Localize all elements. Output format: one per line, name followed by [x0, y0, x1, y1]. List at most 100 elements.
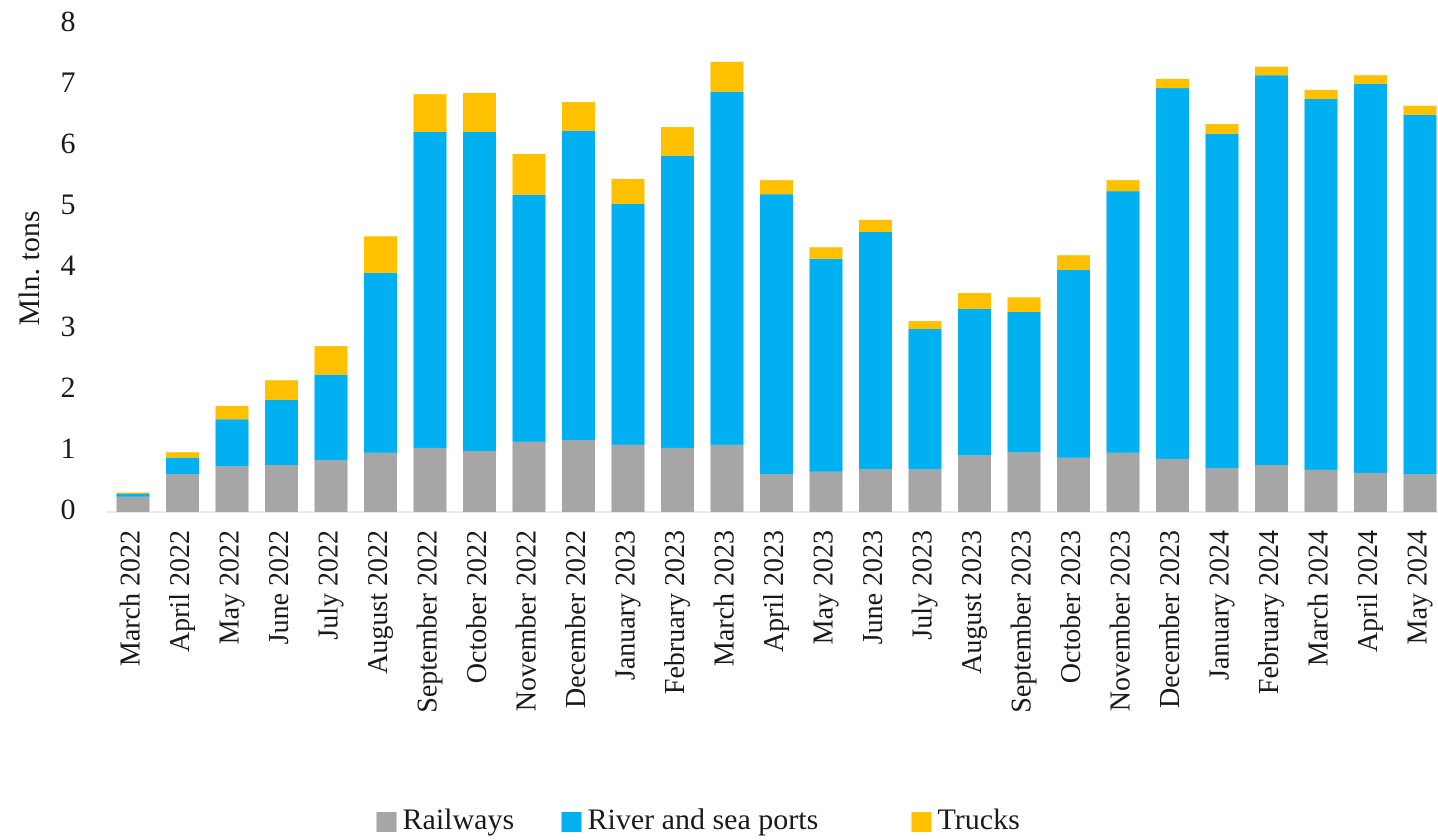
y-tick-label: 0	[61, 493, 76, 526]
y-axis-label: Mln. tons	[13, 210, 46, 325]
bar-segment	[1057, 255, 1090, 270]
bar-segment	[1255, 75, 1288, 466]
bar-segment	[1106, 191, 1140, 453]
bar-segment	[760, 474, 793, 512]
bar-segment	[958, 455, 991, 512]
x-tick-label: November 2022	[511, 530, 542, 711]
bar-segment	[809, 247, 843, 259]
bar-segment	[809, 471, 843, 512]
x-tick-label: April 2024	[1353, 530, 1384, 652]
x-tick-label: February 2024	[1254, 530, 1285, 694]
bar-segment	[710, 91, 744, 445]
bar-segment	[611, 178, 645, 204]
bar-segment	[512, 441, 546, 512]
y-tick-label: 7	[61, 66, 76, 99]
bar-segment	[1403, 474, 1437, 512]
x-tick-label: August 2022	[363, 530, 394, 674]
x-tick-label: November 2023	[1105, 530, 1136, 711]
bar-segment	[1255, 66, 1288, 76]
bar-segment	[859, 219, 892, 233]
bar-segment	[859, 469, 892, 512]
x-tick-label: May 2022	[214, 530, 245, 644]
bar-segment	[166, 452, 199, 458]
x-tick-label: March 2024	[1303, 530, 1334, 666]
bar-segment	[1057, 457, 1090, 512]
bar-segment	[116, 496, 150, 512]
bar-segment	[1205, 124, 1239, 134]
bar-segment	[908, 329, 942, 470]
bar-segment	[611, 444, 645, 512]
bar-segment	[215, 419, 249, 467]
bar-segment	[760, 194, 793, 475]
bar-segment	[413, 131, 447, 448]
bar-segment	[265, 380, 298, 400]
bar-segment	[1156, 78, 1189, 89]
x-tick-label: August 2023	[957, 530, 988, 674]
bar-segment	[1106, 180, 1140, 192]
bar-segment	[116, 492, 150, 494]
bar-segment	[463, 92, 496, 132]
y-tick-label: 1	[61, 432, 76, 465]
bar-segment	[314, 374, 348, 461]
bar-segment	[364, 452, 397, 512]
y-tick-label: 6	[61, 127, 76, 160]
bar-segment	[562, 440, 595, 512]
x-tick-label: June 2023	[858, 530, 889, 644]
bar-segment	[1304, 469, 1338, 512]
y-tick-label: 5	[61, 188, 76, 221]
bar-segment	[364, 272, 397, 453]
bar-segment	[859, 232, 892, 470]
bar-segment	[512, 194, 546, 442]
legend-swatch	[561, 812, 582, 832]
bar-segment	[512, 153, 546, 195]
legend-label: River and sea ports	[588, 803, 819, 836]
bar-segment	[1007, 297, 1041, 312]
bar-segment	[413, 94, 447, 132]
bar-segment	[215, 405, 249, 420]
x-tick-label: December 2022	[561, 530, 592, 708]
bar-segment	[562, 130, 595, 441]
bar-segment	[809, 258, 843, 472]
x-tick-label: March 2023	[709, 530, 740, 666]
x-tick-label: May 2024	[1402, 530, 1433, 644]
bar-segment	[562, 102, 595, 131]
bar-segment	[1354, 83, 1387, 473]
bar-segment	[314, 460, 348, 512]
bar-segment	[958, 293, 991, 309]
bar-segment	[463, 131, 496, 451]
bar-segment	[1255, 465, 1288, 512]
x-tick-label: April 2023	[759, 530, 790, 652]
bar-segment	[1156, 458, 1189, 512]
y-tick-label: 8	[61, 5, 76, 38]
x-tick-label: September 2022	[412, 530, 443, 713]
x-tick-label: January 2024	[1204, 530, 1235, 680]
bar-segment	[265, 465, 298, 512]
bar-segment	[908, 469, 942, 512]
bar-segment	[661, 127, 694, 156]
legend-swatch	[376, 812, 397, 832]
bar-segment	[215, 466, 249, 512]
bar-segment	[760, 180, 793, 195]
x-tick-label: September 2023	[1006, 530, 1037, 713]
bar-segment	[958, 308, 991, 456]
x-tick-label: April 2022	[165, 530, 196, 652]
bar-segment	[116, 493, 150, 497]
bar-segment	[265, 399, 298, 466]
bar-segment	[710, 61, 744, 92]
bar-segment	[1354, 472, 1387, 512]
bar-segment	[1205, 133, 1239, 469]
x-tick-label: January 2023	[610, 530, 641, 680]
x-tick-label: July 2022	[313, 530, 344, 640]
x-tick-label: May 2023	[808, 530, 839, 644]
legend-label: Railways	[403, 803, 515, 836]
bar-segment	[1304, 89, 1338, 100]
bar-segment	[314, 346, 348, 375]
bar-segment	[364, 236, 397, 273]
bar-segment	[1304, 99, 1338, 470]
bar-segment	[1156, 88, 1189, 459]
bar-segment	[413, 447, 447, 512]
bar-segment	[611, 203, 645, 445]
bar-segment	[1007, 311, 1041, 453]
